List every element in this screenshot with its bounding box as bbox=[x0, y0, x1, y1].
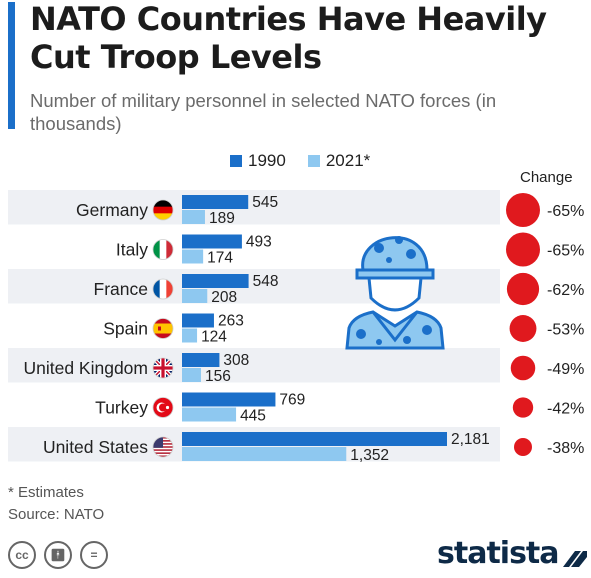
value-label-1990: 545 bbox=[252, 194, 278, 211]
change-label: -42% bbox=[547, 401, 584, 418]
value-label-2021: 174 bbox=[207, 250, 233, 267]
value-label-1990: 493 bbox=[246, 234, 272, 251]
change-label: -62% bbox=[547, 282, 584, 299]
bar-2021 bbox=[182, 210, 205, 224]
value-label-1990: 548 bbox=[253, 273, 279, 290]
bar-1990 bbox=[182, 234, 242, 249]
accent-bar bbox=[8, 2, 15, 129]
license-icons: cc 🚹︎ = bbox=[8, 541, 116, 569]
change-circle bbox=[506, 272, 540, 306]
change-circle bbox=[514, 438, 532, 456]
statista-mark-icon bbox=[563, 551, 587, 567]
row-band bbox=[8, 348, 500, 383]
table-row: Italy 493 174 -65% bbox=[116, 232, 584, 267]
footnote: * Estimates Source: NATO bbox=[8, 482, 104, 526]
bar-1990 bbox=[182, 432, 447, 446]
change-label: -49% bbox=[547, 361, 584, 378]
change-circle bbox=[506, 193, 540, 227]
chart-title: NATO Countries Have Heavily Cut Troop Le… bbox=[30, 0, 547, 76]
bar-1990 bbox=[182, 353, 220, 367]
row-band bbox=[8, 190, 500, 225]
legend-swatch-1990 bbox=[230, 155, 242, 167]
category-label: Germany bbox=[76, 200, 148, 220]
source-note: Source: NATO bbox=[8, 506, 105, 523]
bar-1990 bbox=[182, 392, 276, 407]
category-label: Spain bbox=[103, 319, 148, 339]
flag-turkey-icon bbox=[153, 397, 173, 418]
change-label: -65% bbox=[547, 203, 584, 220]
bar-2021 bbox=[182, 249, 204, 264]
chart-subtitle: Number of military personnel in selected… bbox=[30, 90, 497, 134]
bar-2021 bbox=[182, 407, 237, 422]
category-label: United Kingdom bbox=[23, 358, 148, 378]
brand-logo: statista bbox=[437, 536, 560, 571]
category-label: France bbox=[94, 279, 148, 299]
bar-2021 bbox=[182, 368, 201, 382]
bar-1990 bbox=[182, 195, 249, 209]
bar-2021 bbox=[182, 289, 208, 303]
change-circle bbox=[509, 315, 537, 342]
category-label: Turkey bbox=[95, 398, 148, 418]
flag-italy-icon bbox=[153, 239, 173, 260]
value-label-2021: 189 bbox=[209, 210, 235, 227]
value-label-2021: 124 bbox=[201, 329, 227, 346]
change-label: -65% bbox=[547, 243, 584, 260]
legend-label-1990: 1990 bbox=[248, 151, 286, 170]
change-circle bbox=[512, 397, 534, 418]
attribution-icon: 🚹︎ bbox=[44, 541, 72, 569]
bar-2021 bbox=[182, 447, 347, 461]
value-label-1990: 263 bbox=[218, 313, 244, 330]
change-label: -53% bbox=[547, 322, 584, 339]
table-row: Germany 545 189 -65% bbox=[76, 193, 584, 227]
soldier-icon bbox=[345, 236, 445, 350]
flag-germany-icon bbox=[153, 200, 173, 220]
cc-icon: cc bbox=[8, 541, 36, 569]
bar-2021 bbox=[182, 328, 198, 343]
bar-1990 bbox=[182, 313, 214, 328]
category-label: United States bbox=[43, 437, 148, 457]
legend-item-1990: 1990 bbox=[230, 151, 286, 171]
table-row: Turkey 769 445 -42% bbox=[95, 392, 584, 425]
flag-spain-icon bbox=[153, 318, 173, 339]
change-header: Change bbox=[520, 169, 573, 186]
no-derivatives-icon: = bbox=[80, 541, 108, 569]
value-label-1990: 769 bbox=[279, 392, 305, 409]
change-label: -38% bbox=[547, 440, 584, 457]
value-label-2021: 156 bbox=[205, 368, 231, 385]
value-label-2021: 445 bbox=[240, 408, 266, 425]
change-circle bbox=[506, 232, 540, 267]
legend-label-2021: 2021* bbox=[325, 151, 371, 170]
flag-usa-icon bbox=[153, 437, 173, 457]
value-label-2021: 208 bbox=[211, 289, 237, 306]
legend-swatch-2021 bbox=[307, 155, 320, 167]
bar-chart: Germany 545 189 -65% Italy 493 174 -65% France 54… bbox=[8, 190, 584, 464]
estimates-note: * Estimates bbox=[8, 484, 84, 501]
value-label-1990: 308 bbox=[223, 352, 249, 369]
flag-uk-icon bbox=[153, 358, 173, 378]
value-label-1990: 2,181 bbox=[451, 431, 490, 448]
table-row: United States 2,181 1,352 -38% bbox=[43, 431, 584, 464]
bar-1990 bbox=[182, 274, 249, 288]
table-row: France 548 208 -62% bbox=[94, 272, 584, 306]
legend-item-2021: 2021* bbox=[307, 151, 371, 171]
value-label-2021: 1,352 bbox=[350, 447, 389, 464]
legend: 1990 2021* bbox=[230, 151, 392, 171]
category-label: Italy bbox=[116, 240, 148, 260]
change-circle bbox=[510, 355, 536, 381]
flag-france-icon bbox=[153, 279, 173, 299]
